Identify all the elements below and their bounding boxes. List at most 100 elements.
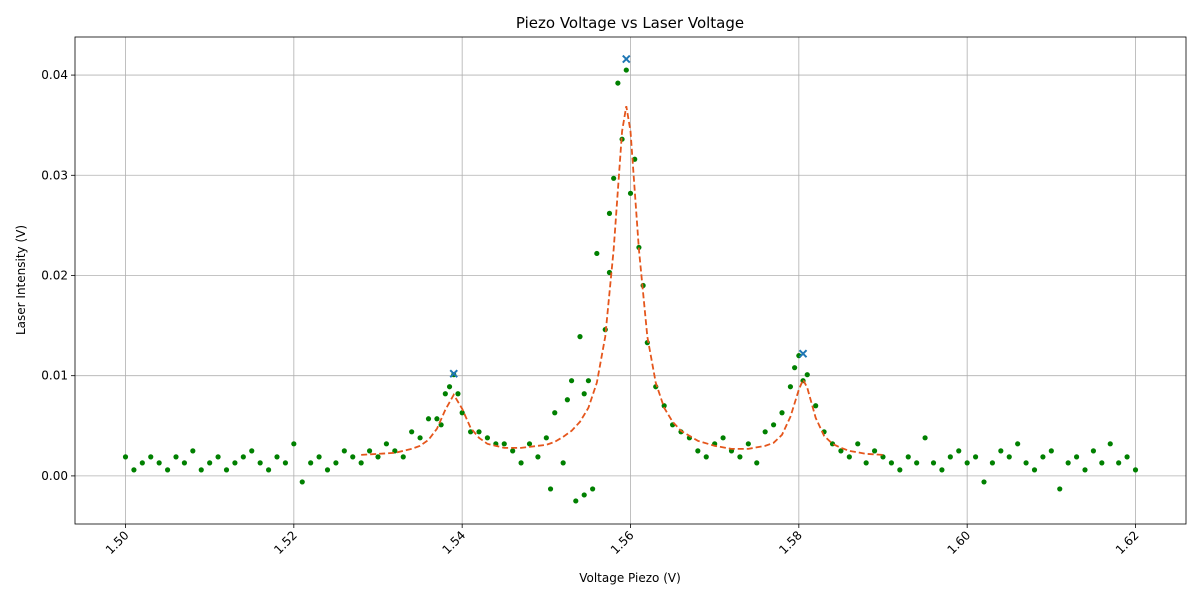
scatter-point — [1082, 467, 1088, 473]
scatter-point — [316, 454, 322, 460]
scatter-point — [265, 467, 272, 473]
scatter-point — [779, 410, 785, 416]
scatter-point — [446, 384, 453, 390]
scatter-point — [972, 454, 979, 460]
scatter-point — [585, 378, 592, 384]
scatter-point — [417, 435, 423, 441]
scatter-point — [947, 454, 953, 460]
scatter-point — [1023, 460, 1029, 466]
scatter-point — [770, 422, 777, 428]
scatter-point — [1048, 448, 1054, 454]
scatter-point — [573, 498, 579, 504]
scatter-point — [207, 460, 213, 466]
scatter-point — [754, 460, 760, 466]
scatter-point — [181, 460, 188, 466]
scatter-point — [1006, 454, 1012, 460]
scatter-point — [703, 454, 709, 460]
scatter-point — [333, 460, 339, 466]
scatter-point — [922, 435, 928, 441]
scatter-point — [888, 460, 895, 466]
scatter-point — [792, 365, 798, 371]
y-tick-label: 0.04 — [41, 68, 68, 82]
scatter-point — [1090, 448, 1097, 454]
scatter-point — [282, 460, 289, 466]
scatter-point — [341, 448, 347, 454]
scatter-point — [762, 429, 768, 435]
scatter-point — [223, 467, 230, 473]
scatter-point — [998, 448, 1004, 454]
scatter-point — [1065, 460, 1071, 466]
scatter-point — [324, 467, 331, 473]
scatter-point — [804, 372, 810, 378]
scatter-point — [291, 441, 297, 447]
x-axis-label: Voltage Piezo (V) — [579, 571, 681, 585]
scatter-point — [871, 448, 878, 454]
scatter-point — [442, 391, 448, 397]
scatter-point — [905, 454, 911, 460]
y-tick-label: 0.01 — [41, 369, 68, 383]
scatter-point — [476, 429, 482, 435]
plot-frame — [74, 36, 1187, 525]
scatter-point — [518, 460, 524, 466]
scatter-point — [459, 410, 465, 416]
scatter-point — [148, 454, 154, 460]
scatter-point — [350, 454, 356, 460]
scatter-point — [787, 384, 794, 390]
scatter-point — [552, 410, 558, 416]
scatter-point — [425, 416, 432, 422]
scatter-point — [594, 250, 600, 257]
scatter-point — [615, 80, 621, 86]
scatter-point — [366, 448, 373, 454]
scatter-point — [299, 479, 305, 485]
scatter-point — [240, 454, 246, 460]
scatter-point — [543, 435, 549, 441]
scatter-point — [249, 448, 255, 454]
scatter-point — [606, 210, 613, 216]
scatter-point — [164, 467, 171, 473]
scatter-point — [636, 244, 642, 251]
scatter-point — [611, 175, 617, 181]
scatter-point — [257, 460, 263, 466]
peak-marker — [449, 369, 458, 378]
scatter-point — [156, 460, 162, 466]
scatter-point — [484, 435, 491, 441]
scatter-point — [232, 460, 238, 466]
scatter-point — [964, 460, 970, 466]
scatter-point — [547, 486, 554, 492]
scatter-point — [526, 441, 533, 447]
scatter-point — [1057, 486, 1063, 492]
scatter-point — [581, 492, 587, 498]
scatter-point — [581, 391, 587, 397]
scatter-point — [535, 454, 541, 460]
scatter-point — [375, 454, 381, 460]
scatter-point — [1031, 467, 1038, 473]
scatter-point — [838, 448, 844, 454]
scatter-point — [914, 460, 920, 466]
y-tick-label: 0.02 — [41, 268, 68, 282]
scatter-point — [400, 454, 406, 460]
scatter-point — [1124, 454, 1130, 460]
scatter-point — [131, 467, 137, 473]
scatter-point — [308, 460, 314, 466]
scatter-point — [1132, 467, 1139, 473]
scatter-point — [695, 448, 701, 454]
scatter-point — [510, 448, 516, 454]
scatter-point — [855, 441, 861, 447]
scatter-point — [564, 397, 570, 403]
scatter-point — [1099, 460, 1105, 466]
scatter-point — [1073, 454, 1080, 460]
scatter-point — [198, 467, 204, 473]
scatter-point — [956, 448, 962, 454]
scatter-point — [409, 429, 415, 435]
scatter-point — [501, 441, 507, 447]
scatter-point — [590, 486, 596, 492]
scatter-point — [939, 467, 945, 473]
scatter-point — [981, 479, 987, 485]
peak-marker — [798, 349, 808, 358]
scatter-point — [173, 454, 179, 460]
scatter-point — [358, 460, 364, 466]
scatter-point — [897, 467, 903, 473]
scatter-point — [1107, 441, 1113, 447]
scatter-point — [190, 448, 196, 454]
